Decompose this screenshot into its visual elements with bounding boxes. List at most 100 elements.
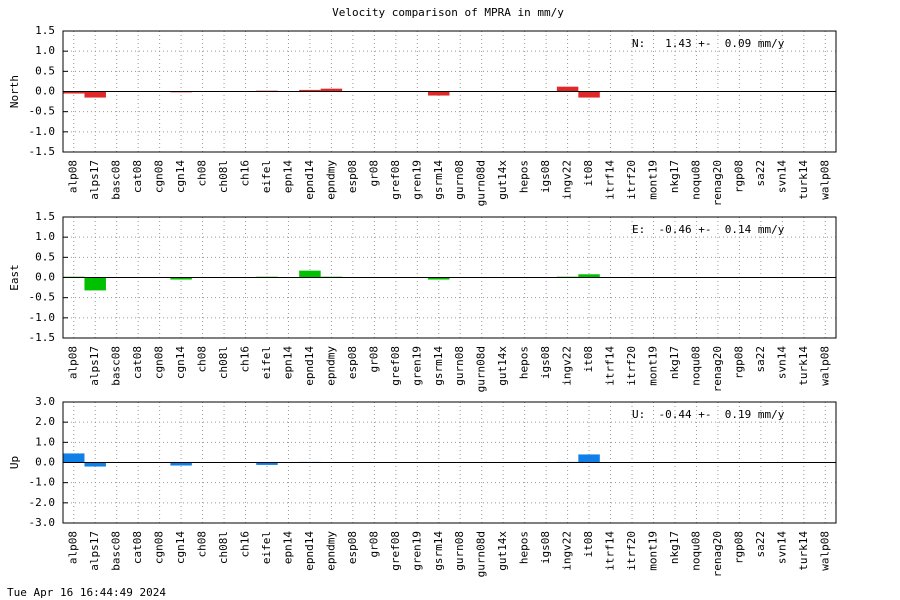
x-tick-label: noqu08	[689, 346, 702, 386]
x-tick-label: epnd14	[303, 346, 316, 386]
x-tick-label: ingv22	[561, 531, 574, 571]
x-tick-label: igs08	[539, 346, 552, 379]
x-tick-label: itrf20	[625, 531, 638, 571]
x-tick-label: sa22	[754, 346, 767, 373]
x-tick-label: gref08	[389, 346, 402, 386]
x-tick-label: epnd14	[303, 531, 316, 571]
x-tick-label: gurn08d	[475, 346, 488, 392]
bar	[428, 91, 450, 96]
bar	[299, 270, 321, 278]
x-tick-label: cgn14	[174, 346, 187, 379]
y-tick-label: 0.5	[35, 64, 55, 77]
x-tick-label: walp08	[818, 531, 831, 571]
x-tick-label: alp08	[67, 531, 80, 564]
y-tick-label: -3.0	[29, 516, 56, 529]
x-tick-label: rgp08	[732, 160, 745, 193]
x-tick-label: ch16	[239, 531, 252, 558]
y-tick-label: -0.5	[29, 291, 56, 304]
x-tick-label: alp08	[67, 160, 80, 193]
y-tick-label: 1.5	[35, 210, 55, 223]
x-tick-label: itrf14	[604, 531, 617, 571]
x-tick-label: gsrm14	[432, 531, 445, 571]
x-tick-label: renag20	[711, 160, 724, 206]
x-tick-label: cgn08	[153, 346, 166, 379]
y-tick-label: -2.0	[29, 496, 56, 509]
chart-title: Velocity comparison of MPRA in mm/y	[332, 6, 564, 19]
x-tick-label: gsrm14	[432, 160, 445, 200]
y-tick-label: -1.5	[29, 145, 56, 158]
x-tick-label: svn14	[775, 346, 788, 379]
x-tick-label: alps17	[88, 346, 101, 386]
x-tick-label: gr08	[367, 346, 380, 373]
y-tick-label: 1.0	[35, 230, 55, 243]
x-tick-label: turk14	[797, 160, 810, 200]
x-tick-label: epnd14	[303, 160, 316, 200]
x-tick-label: igs08	[539, 531, 552, 564]
plot-frame	[62, 401, 837, 524]
bar	[170, 462, 192, 466]
x-tick-label: itrf14	[604, 160, 617, 200]
annotation: N: 1.43 +- 0.09 mm/y	[632, 37, 785, 50]
bar	[63, 453, 85, 463]
x-tick-label: nkg17	[668, 531, 681, 564]
x-tick-label: rgp08	[732, 531, 745, 564]
y-axis-label: East	[8, 264, 21, 291]
x-tick-label: hepos	[518, 346, 531, 379]
x-tick-label: mont19	[646, 346, 659, 386]
y-tick-label: 0.5	[35, 250, 55, 263]
x-tick-label: sa22	[754, 531, 767, 558]
y-tick-label: -1.0	[29, 125, 56, 138]
x-tick-label: gsrm14	[432, 346, 445, 386]
x-tick-label: rgp08	[732, 346, 745, 379]
x-tick-label: turk14	[797, 346, 810, 386]
x-tick-label: alps17	[88, 160, 101, 200]
bar	[84, 91, 106, 98]
y-tick-label: 3.0	[35, 395, 55, 408]
x-tick-label: alp08	[67, 346, 80, 379]
bar	[84, 277, 106, 291]
x-tick-label: epndmy	[324, 160, 337, 200]
plot-frame	[62, 30, 837, 153]
x-tick-label: cgn14	[174, 160, 187, 193]
x-tick-label: gut14x	[496, 160, 509, 200]
x-tick-label: alps17	[88, 531, 101, 571]
bar	[256, 462, 278, 465]
bar	[170, 277, 192, 280]
x-tick-label: svn14	[775, 160, 788, 193]
x-tick-label: gref08	[389, 531, 402, 571]
y-tick-label: 1.5	[35, 24, 55, 37]
x-tick-label: cat08	[131, 160, 144, 193]
x-tick-label: gref08	[389, 160, 402, 200]
bar	[428, 277, 450, 280]
x-tick-label: ingv22	[561, 346, 574, 386]
x-tick-label: gurn08d	[475, 531, 488, 577]
x-tick-label: renag20	[711, 346, 724, 392]
x-tick-label: gut14x	[496, 346, 509, 386]
x-tick-label: ch08l	[217, 531, 230, 564]
x-tick-label: ch08	[196, 160, 209, 187]
annotation: E: -0.46 +- 0.14 mm/y	[632, 223, 785, 236]
x-tick-label: renag20	[711, 531, 724, 577]
x-tick-label: it08	[582, 160, 595, 187]
x-tick-label: gr08	[367, 160, 380, 187]
y-tick-label: -1.5	[29, 331, 56, 344]
x-tick-label: walp08	[818, 160, 831, 200]
x-tick-label: epn14	[281, 346, 294, 379]
x-tick-label: ch08l	[217, 160, 230, 193]
x-tick-label: epn14	[281, 531, 294, 564]
x-tick-label: cgn08	[153, 160, 166, 193]
y-tick-label: 0.0	[35, 85, 55, 98]
x-tick-label: epn14	[281, 160, 294, 193]
x-tick-label: it08	[582, 346, 595, 373]
x-tick-label: noqu08	[689, 160, 702, 200]
y-tick-label: -0.5	[29, 105, 56, 118]
x-tick-label: gr08	[367, 531, 380, 558]
x-tick-label: turk14	[797, 531, 810, 571]
x-tick-label: ch08l	[217, 346, 230, 379]
y-tick-label: 2.0	[35, 415, 55, 428]
x-tick-label: svn14	[775, 531, 788, 564]
x-tick-label: igs08	[539, 160, 552, 193]
x-tick-label: ch16	[239, 346, 252, 373]
x-tick-label: gurn08	[453, 160, 466, 200]
